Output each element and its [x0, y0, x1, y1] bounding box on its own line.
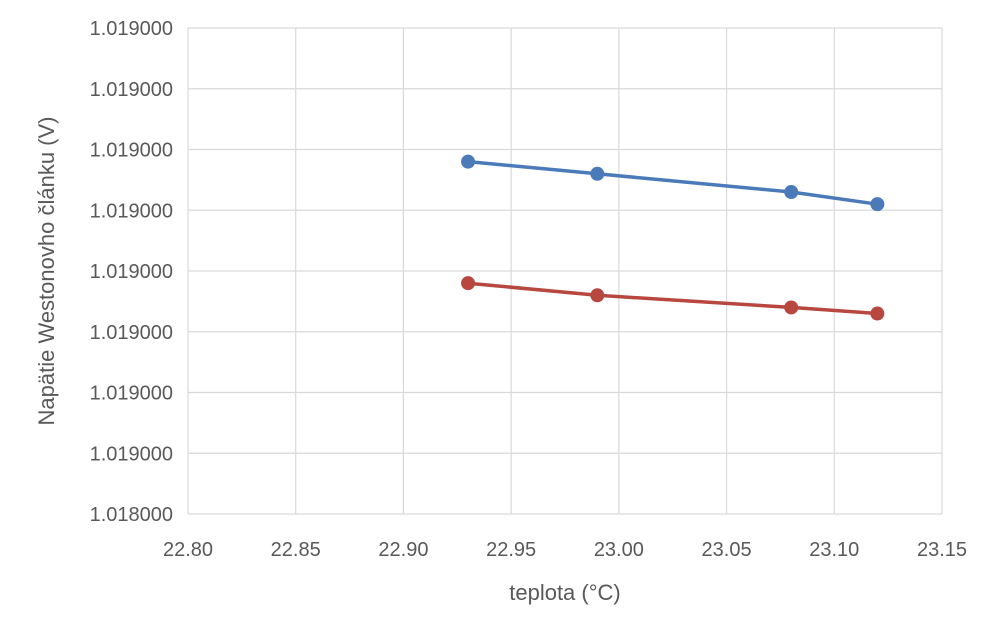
data-point	[461, 276, 476, 291]
data-point	[870, 306, 885, 321]
data-point	[590, 288, 605, 303]
grid	[187, 27, 943, 515]
x-tick-label: 23.00	[594, 539, 644, 561]
y-tick-label: 1.019000	[90, 261, 173, 283]
y-tick-label: 1.019000	[90, 200, 173, 222]
x-tick-label: 23.05	[702, 539, 752, 561]
series-line	[466, 281, 880, 316]
series-line	[466, 159, 880, 206]
y-tick-label: 1.019000	[90, 79, 173, 101]
y-tick-label: 1.019000	[90, 18, 173, 40]
y-axis-title: Napätie Westonovho článku (V)	[34, 117, 59, 426]
y-tick-label: 1.019000	[90, 140, 173, 162]
y-tick-label: 1.018000	[90, 504, 173, 526]
data-point	[784, 185, 799, 200]
x-tick-label: 23.10	[809, 539, 859, 561]
series-1	[461, 154, 885, 212]
plot-series	[461, 154, 885, 321]
y-tick-label: 1.019000	[90, 383, 173, 405]
data-point	[870, 197, 885, 212]
x-tick-label: 22.80	[163, 539, 213, 561]
x-tick-label: 22.95	[486, 539, 536, 561]
x-tick-label: 22.90	[378, 539, 428, 561]
y-tick-label: 1.019000	[90, 443, 173, 465]
y-tick-label: 1.019000	[90, 322, 173, 344]
data-point	[784, 300, 799, 315]
x-tick-label: 22.85	[271, 539, 321, 561]
data-point	[590, 166, 605, 181]
series-2	[461, 276, 885, 321]
tick-labels: 22.80 22.85 22.90 22.95 23.00 23.05 23.10 23.15…	[90, 18, 967, 561]
data-point	[461, 154, 476, 169]
x-axis-title: teplota (°C)	[509, 580, 621, 605]
x-tick-label: 23.15	[917, 539, 967, 561]
